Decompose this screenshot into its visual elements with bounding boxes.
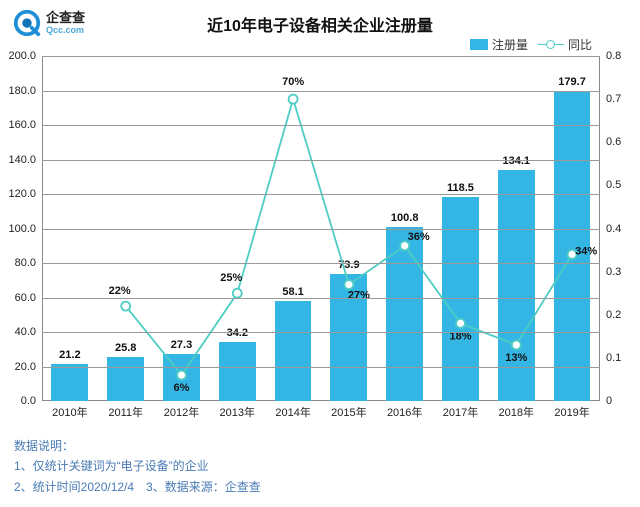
y-axis-right: 00.10.20.30.40.50.60.70.8 xyxy=(604,56,636,401)
chart-title: 近10年电子设备相关企业注册量 xyxy=(0,12,640,36)
x-category-label: 2016年 xyxy=(377,401,433,417)
gridline xyxy=(42,229,600,230)
line-marker xyxy=(289,95,298,104)
trend-line xyxy=(126,99,572,375)
legend: 注册量 同比 xyxy=(470,36,592,53)
y-left-tick: 180.0 xyxy=(8,85,36,97)
line-marker xyxy=(456,319,465,328)
gridline xyxy=(42,56,600,57)
y-left-tick: 20.0 xyxy=(15,361,36,373)
line-value-label: 22% xyxy=(109,285,131,297)
y-left-tick: 140.0 xyxy=(8,154,36,166)
y-left-tick: 160.0 xyxy=(8,119,36,131)
y-right-tick: 0.7 xyxy=(606,93,621,105)
legend-line-swatch xyxy=(538,39,564,51)
gridline xyxy=(42,367,600,368)
y-right-tick: 0.3 xyxy=(606,266,621,278)
x-category-label: 2014年 xyxy=(265,401,321,417)
legend-bar-label: 注册量 xyxy=(492,36,528,53)
y-left-tick: 40.0 xyxy=(15,326,36,338)
line-marker xyxy=(344,280,353,289)
y-axis-left: 0.020.040.060.080.0100.0120.0140.0160.01… xyxy=(4,56,38,401)
x-category-label: 2013年 xyxy=(209,401,265,417)
gridline xyxy=(42,125,600,126)
line-value-label: 36% xyxy=(408,231,430,243)
notes-heading: 数据说明： xyxy=(14,436,261,456)
footnotes: 数据说明： 1、仅统计关键词为“电子设备”的企业 2、统计时间2020/12/4… xyxy=(14,436,261,497)
gridline xyxy=(42,160,600,161)
notes-line-1: 1、仅统计关键词为“电子设备”的企业 xyxy=(14,456,261,476)
chart-card: 企查查 Qcc.com 近10年电子设备相关企业注册量 注册量 同比 0.020… xyxy=(0,0,640,507)
y-right-tick: 0.4 xyxy=(606,223,621,235)
y-left-tick: 80.0 xyxy=(15,257,36,269)
line-marker xyxy=(121,302,130,311)
line-value-label: 70% xyxy=(282,76,304,88)
line-marker xyxy=(233,289,242,298)
legend-line-label: 同比 xyxy=(568,36,592,53)
gridline xyxy=(42,263,600,264)
y-right-tick: 0.2 xyxy=(606,309,621,321)
y-left-tick: 120.0 xyxy=(8,188,36,200)
line-value-label: 6% xyxy=(174,382,190,394)
y-left-tick: 0.0 xyxy=(21,395,36,407)
notes-line-2: 2、统计时间2020/12/4 3、数据来源：企查查 xyxy=(14,477,261,497)
gridline xyxy=(42,298,600,299)
y-left-tick: 200.0 xyxy=(8,50,36,62)
line-marker xyxy=(177,371,186,380)
y-right-tick: 0.6 xyxy=(606,136,621,148)
y-right-tick: 0.1 xyxy=(606,352,621,364)
x-category-label: 2018年 xyxy=(488,401,544,417)
gridline xyxy=(42,91,600,92)
x-category-label: 2010年 xyxy=(42,401,98,417)
line-value-label: 13% xyxy=(505,352,527,364)
chart-area: 0.020.040.060.080.0100.0120.0140.0160.01… xyxy=(42,56,600,417)
gridline xyxy=(42,332,600,333)
y-right-tick: 0 xyxy=(606,395,612,407)
y-right-tick: 0.8 xyxy=(606,50,621,62)
line-value-label: 25% xyxy=(220,272,242,284)
gridline xyxy=(42,194,600,195)
x-category-label: 2015年 xyxy=(321,401,377,417)
x-axis: 2010年2011年2012年2013年2014年2015年2016年2017年… xyxy=(42,401,600,417)
y-left-tick: 100.0 xyxy=(8,223,36,235)
legend-bar-swatch xyxy=(470,39,488,50)
y-left-tick: 60.0 xyxy=(15,292,36,304)
y-right-tick: 0.5 xyxy=(606,179,621,191)
x-category-label: 2011年 xyxy=(98,401,154,417)
plot-area: 21.225.827.334.258.173.9100.8118.5134.11… xyxy=(42,56,600,401)
line-value-label: 34% xyxy=(575,245,597,257)
line-marker xyxy=(512,340,521,349)
x-category-label: 2012年 xyxy=(154,401,210,417)
x-category-label: 2019年 xyxy=(544,401,600,417)
x-category-label: 2017年 xyxy=(433,401,489,417)
line-value-label: 27% xyxy=(348,290,370,302)
